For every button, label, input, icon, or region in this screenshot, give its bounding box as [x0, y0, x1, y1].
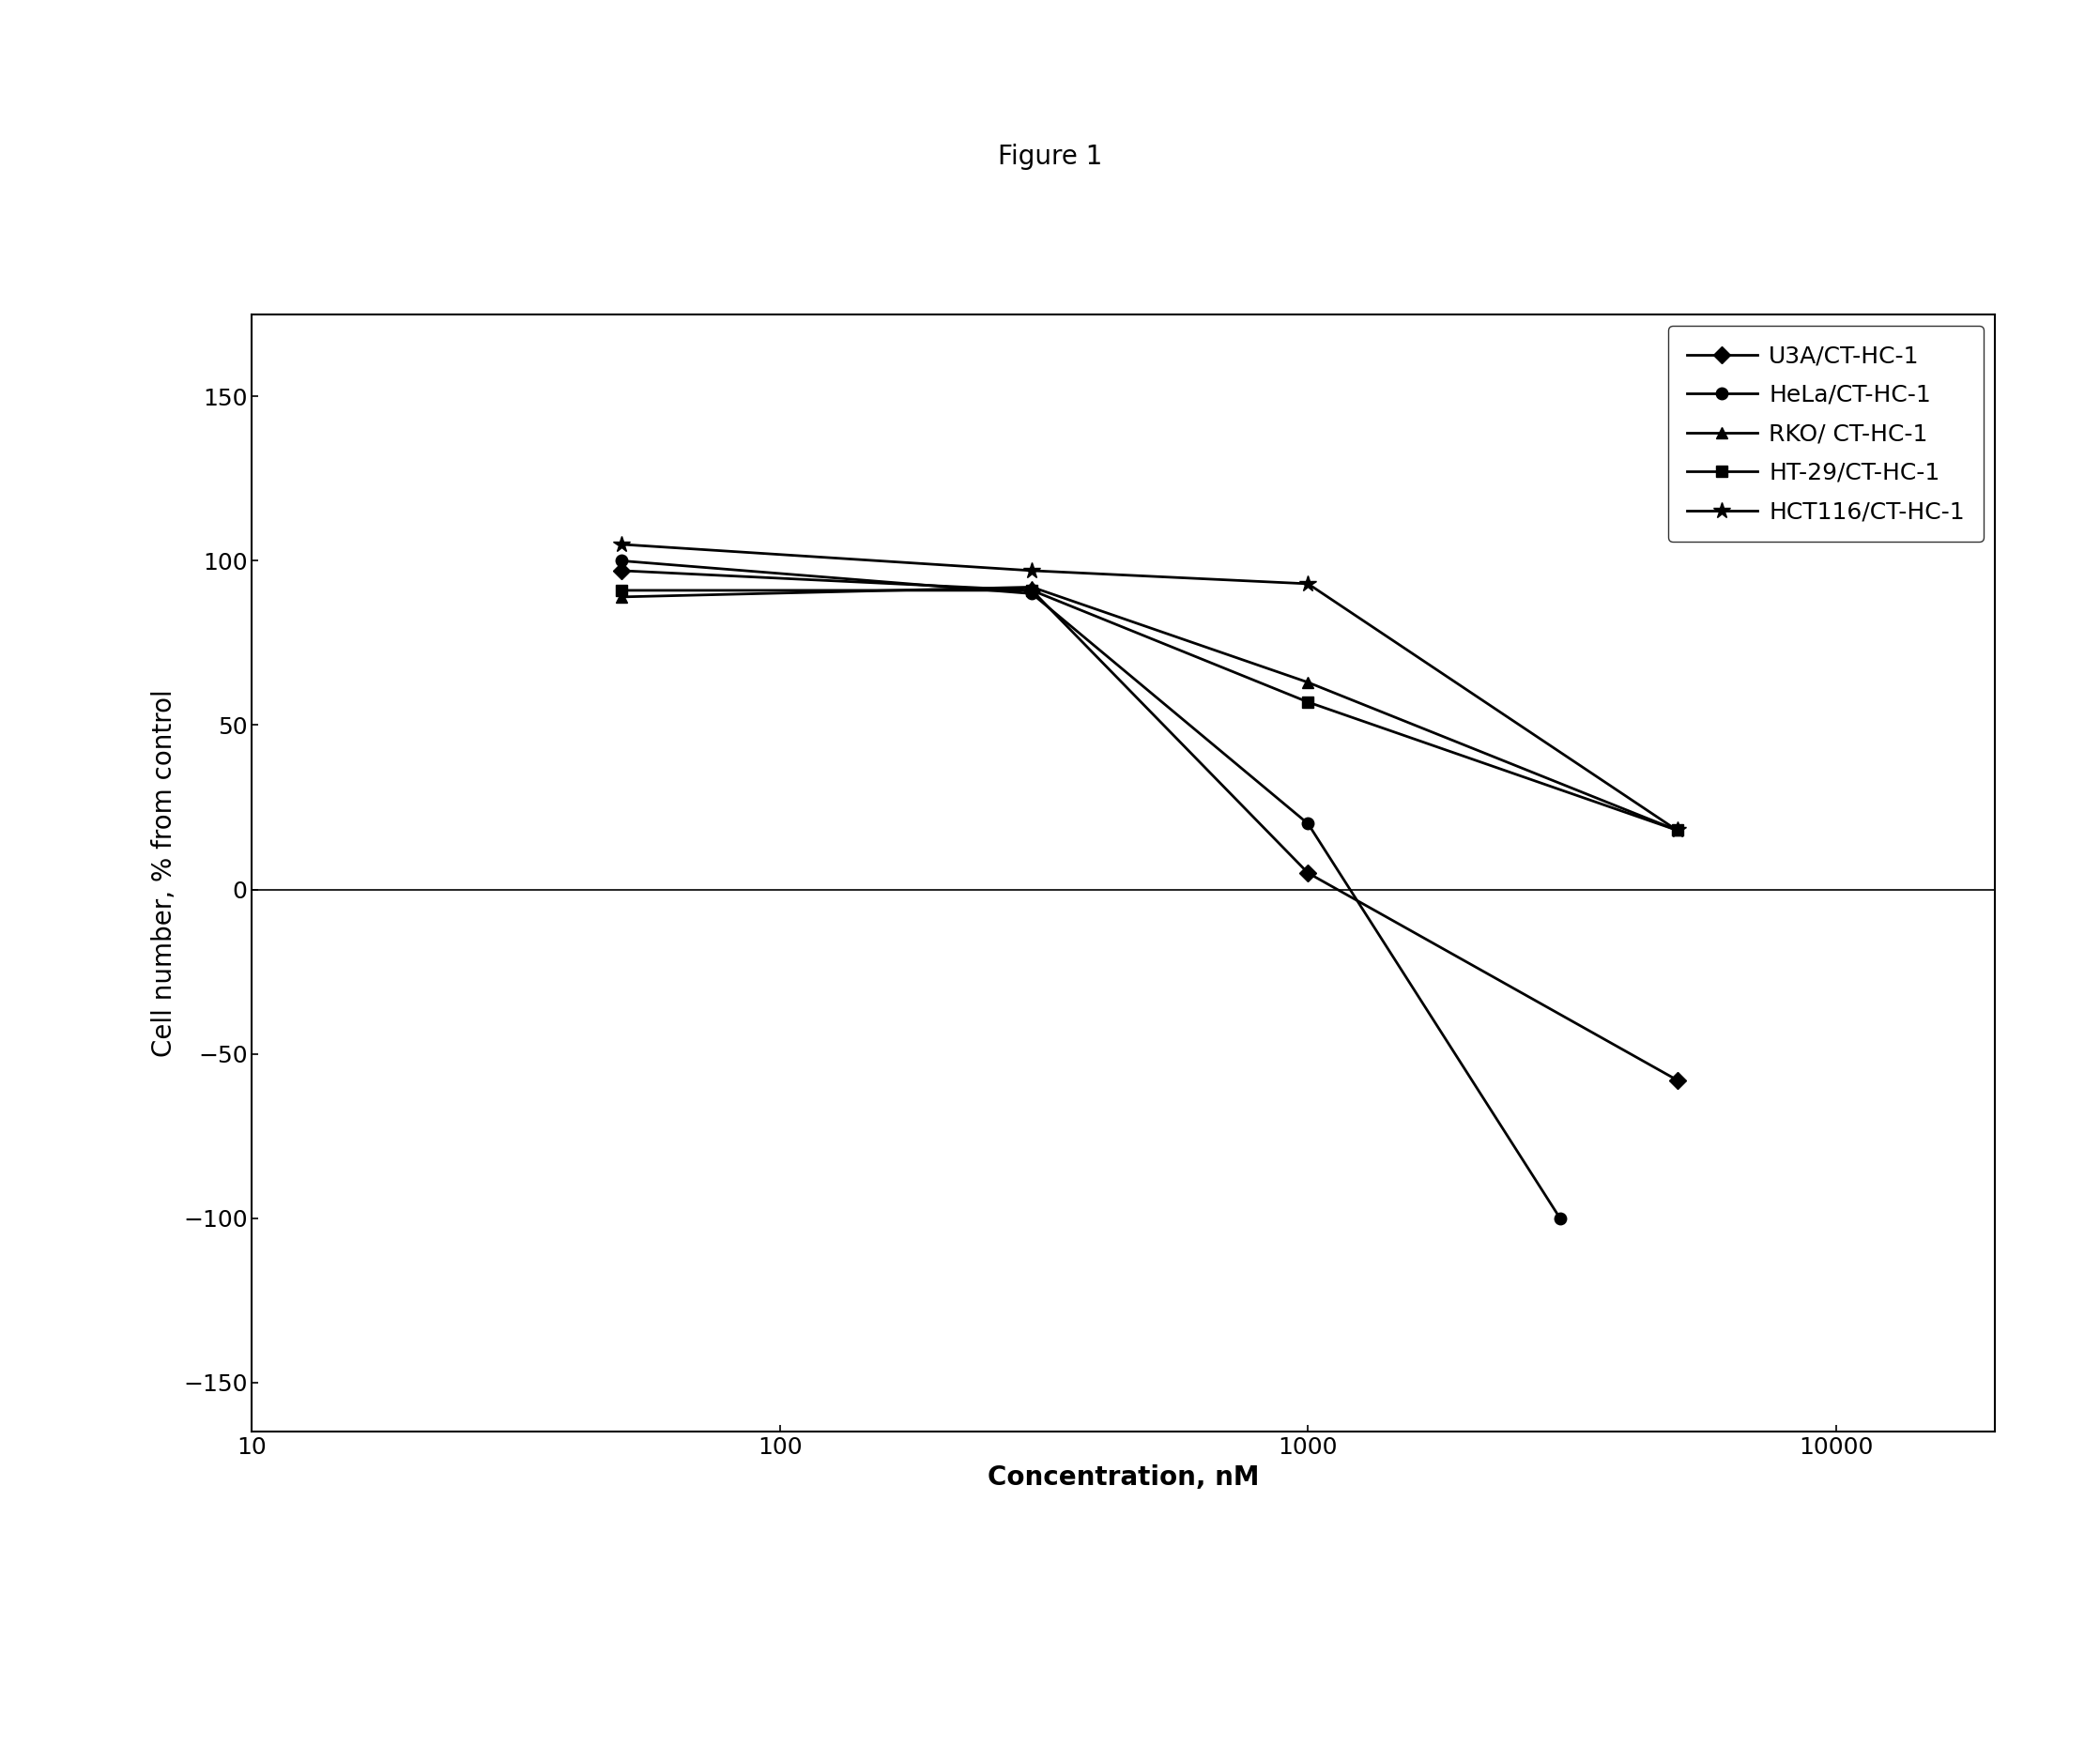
HT-29/CT-HC-1	[1296, 691, 1321, 712]
HeLa/CT-HC-1	[1548, 1208, 1573, 1229]
U3A/CT-HC-1	[1665, 1070, 1690, 1091]
HCT116/CT-HC-1	[609, 534, 634, 555]
X-axis label: Concentration, nM: Concentration, nM	[987, 1465, 1260, 1491]
RKO/ CT-HC-1	[609, 587, 634, 608]
RKO/ CT-HC-1	[1296, 672, 1321, 693]
HeLa/CT-HC-1	[1296, 814, 1321, 835]
U3A/CT-HC-1	[1296, 863, 1321, 883]
HCT116/CT-HC-1	[1018, 560, 1044, 581]
Line: RKO/ CT-HC-1: RKO/ CT-HC-1	[615, 581, 1682, 836]
Line: HCT116/CT-HC-1: HCT116/CT-HC-1	[613, 536, 1686, 838]
Line: HT-29/CT-HC-1: HT-29/CT-HC-1	[615, 585, 1682, 836]
HeLa/CT-HC-1	[1018, 583, 1044, 604]
HT-29/CT-HC-1	[609, 580, 634, 601]
HCT116/CT-HC-1	[1296, 573, 1321, 594]
Legend: U3A/CT-HC-1, HeLa/CT-HC-1, RKO/ CT-HC-1, HT-29/CT-HC-1, HCT116/CT-HC-1: U3A/CT-HC-1, HeLa/CT-HC-1, RKO/ CT-HC-1,…	[1667, 327, 1982, 541]
Text: Figure 1: Figure 1	[998, 143, 1103, 171]
HeLa/CT-HC-1	[609, 550, 634, 571]
HCT116/CT-HC-1	[1665, 821, 1690, 842]
Y-axis label: Cell number, % from control: Cell number, % from control	[151, 690, 178, 1056]
HT-29/CT-HC-1	[1018, 580, 1044, 601]
RKO/ CT-HC-1	[1665, 821, 1690, 842]
U3A/CT-HC-1	[609, 560, 634, 581]
Line: HeLa/CT-HC-1: HeLa/CT-HC-1	[615, 555, 1567, 1224]
HT-29/CT-HC-1	[1665, 821, 1690, 842]
U3A/CT-HC-1	[1018, 580, 1044, 601]
Line: U3A/CT-HC-1: U3A/CT-HC-1	[615, 564, 1682, 1086]
RKO/ CT-HC-1	[1018, 576, 1044, 597]
